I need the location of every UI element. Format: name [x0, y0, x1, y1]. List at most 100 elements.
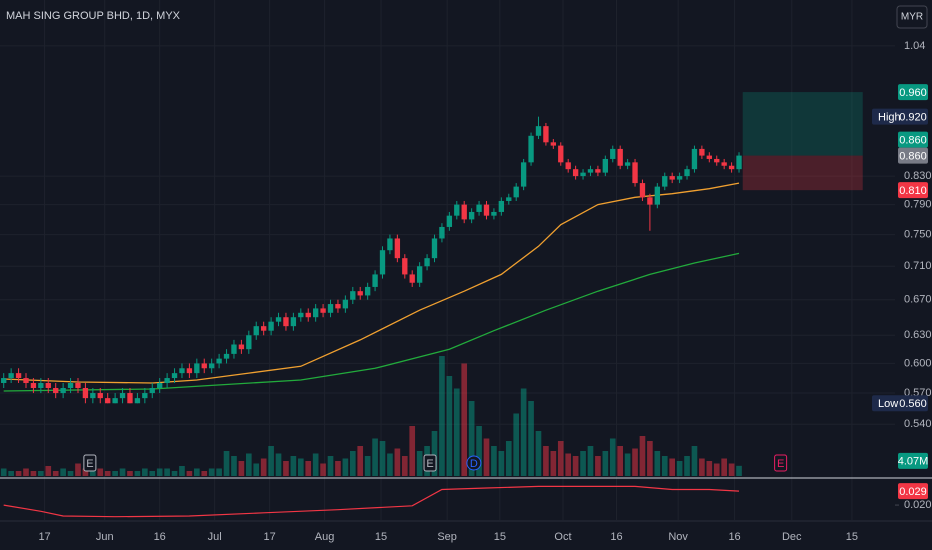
- candle-body: [134, 398, 141, 404]
- event-label: E: [777, 458, 784, 470]
- candle-body: [610, 148, 616, 159]
- volume-bar: [647, 441, 653, 476]
- volume-bar: [543, 446, 549, 476]
- candle-body: [402, 258, 408, 275]
- volume-bar: [379, 441, 386, 476]
- candle-body: [424, 258, 430, 267]
- volume-bar: [208, 468, 215, 476]
- candle-body: [528, 135, 534, 163]
- x-tick-label: Oct: [554, 531, 571, 543]
- candle-body: [246, 335, 252, 350]
- candle-body: [335, 304, 341, 309]
- event-marker: [466, 455, 482, 471]
- x-tick-label: Dec: [782, 531, 802, 543]
- x-tick-label: Jun: [96, 531, 114, 543]
- volume-bar: [624, 453, 631, 476]
- candle-body: [669, 176, 675, 180]
- currency-label[interactable]: MYR: [901, 12, 923, 23]
- candle-body: [535, 126, 542, 136]
- position-stop-zone: [742, 155, 863, 191]
- candle-body: [350, 291, 356, 300]
- candle-body: [179, 368, 185, 374]
- volume-bar: [305, 461, 312, 476]
- candle-body: [327, 304, 334, 313]
- volume-bar: [127, 471, 133, 476]
- volume-bar: [721, 458, 727, 476]
- candle-body: [520, 162, 527, 187]
- volume-bar: [736, 465, 742, 476]
- candle-body: [439, 226, 445, 239]
- candle-body: [624, 162, 631, 166]
- target-label: 0.960: [899, 87, 927, 99]
- volume-bar: [171, 471, 178, 476]
- event-label: E: [86, 458, 93, 470]
- candle-body: [283, 317, 289, 327]
- volume-bar: [15, 471, 22, 476]
- target-label-box: [898, 84, 928, 101]
- volume-label: 4.07M: [898, 456, 929, 468]
- candle-body: [639, 183, 646, 198]
- candle-body: [602, 158, 609, 173]
- y-tick-label: 1.04: [904, 40, 925, 52]
- volume-bar: [580, 451, 586, 476]
- candle-body: [416, 266, 423, 283]
- volume-bar: [0, 468, 7, 476]
- volume-bar: [461, 363, 468, 476]
- y-tick-label: 0.790: [904, 199, 932, 211]
- candle-body: [662, 176, 668, 187]
- last-price-label-box: [898, 147, 928, 164]
- candle-body: [357, 291, 363, 296]
- volume-bar: [572, 456, 579, 476]
- volume-bar: [498, 451, 505, 476]
- candle-body: [476, 204, 482, 212]
- volume-bar: [142, 468, 148, 476]
- volume-bar: [476, 426, 482, 476]
- volume-bar: [669, 458, 676, 476]
- candle-body: [67, 383, 74, 388]
- moving-average: [3, 252, 740, 392]
- candle-body: [186, 368, 193, 374]
- event-marker: [83, 454, 97, 472]
- volume-bar: [335, 461, 341, 476]
- candle-body: [45, 383, 51, 388]
- volume-bar: [268, 446, 274, 476]
- event-marker: [423, 454, 437, 472]
- candle-body: [8, 373, 14, 379]
- y-tick-label: 0.540: [904, 418, 932, 430]
- candle-body: [82, 387, 89, 399]
- volume-bar: [394, 448, 401, 476]
- currency-button[interactable]: [896, 5, 928, 29]
- x-tick-label: Aug: [315, 531, 335, 543]
- volume-bar: [60, 468, 66, 476]
- high-marker-box: [872, 108, 928, 125]
- candle-body: [543, 126, 549, 143]
- y-tick-label: 0.750: [904, 229, 932, 241]
- volume-bar: [699, 458, 705, 476]
- volume-bar: [223, 451, 230, 476]
- volume-bar: [149, 471, 156, 476]
- volume-bar: [387, 453, 393, 476]
- candle-body: [171, 373, 178, 379]
- candle-body: [372, 274, 378, 287]
- x-tick-label: Sep: [437, 531, 457, 543]
- volume-bar: [684, 456, 690, 476]
- volume-bar: [97, 468, 104, 476]
- volume-bar: [90, 471, 96, 476]
- candle-body: [491, 211, 497, 216]
- volume-bar: [372, 438, 378, 476]
- volume-bar: [728, 463, 735, 476]
- candle-body: [706, 155, 712, 159]
- candle-body: [431, 238, 438, 259]
- candle-body: [721, 162, 727, 166]
- x-tick-label: 15: [375, 531, 387, 543]
- volume-bar: [134, 471, 141, 476]
- volume-bar: [216, 468, 222, 476]
- volume-bar: [179, 466, 185, 476]
- event-label: E: [426, 458, 433, 470]
- candle-body: [157, 383, 163, 388]
- volume-bar: [609, 438, 616, 476]
- candle-body: [149, 387, 155, 394]
- volume-bar: [535, 431, 542, 476]
- candle-body: [684, 169, 690, 177]
- volume-bar: [75, 463, 81, 476]
